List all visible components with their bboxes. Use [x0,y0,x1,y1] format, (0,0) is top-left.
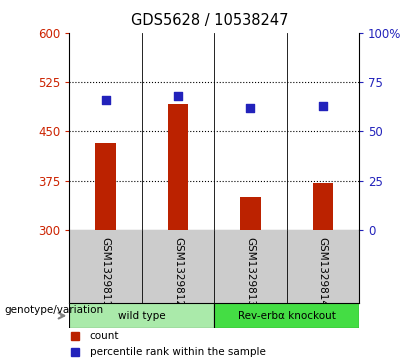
Point [175,93,181,99]
Text: genotype/variation: genotype/variation [4,305,103,315]
Bar [240,197,260,230]
Text: GDS5628 / 10538247: GDS5628 / 10538247 [131,13,289,28]
Text: GSM1329813: GSM1329813 [245,237,255,307]
Text: percentile rank within the sample: percentile rank within the sample [89,347,265,356]
Bar [313,183,333,230]
Text: GSM1329811: GSM1329811 [100,237,110,307]
Point [102,97,109,103]
Text: count: count [89,331,119,341]
Bar [69,303,214,329]
Text: GSM1329812: GSM1329812 [173,237,183,307]
Text: GSM1329814: GSM1329814 [318,237,328,307]
Text: wild type: wild type [118,311,165,321]
Point [320,103,326,109]
Bar [95,143,116,230]
Text: Rev-erbα knockout: Rev-erbα knockout [238,311,336,321]
Bar [214,303,359,329]
Point [247,105,254,110]
Bar [168,104,188,230]
